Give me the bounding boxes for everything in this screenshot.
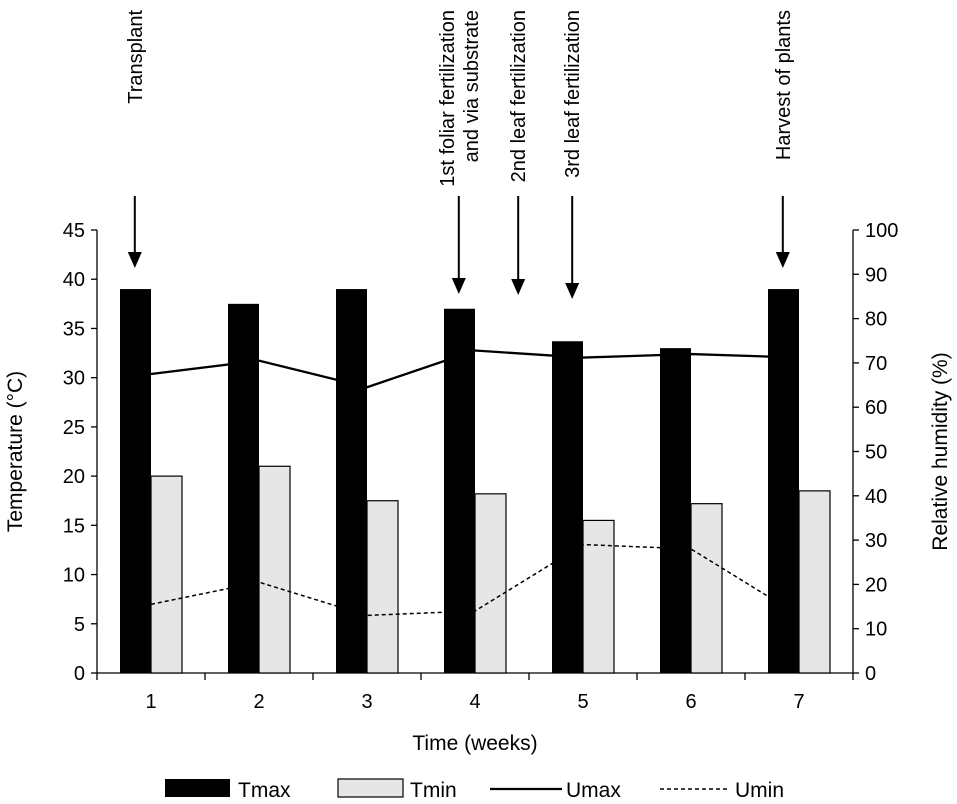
y2-tick-label: 50	[865, 442, 887, 464]
bar-tmax	[552, 341, 583, 673]
legend: Tmax Tmin Umax Umin	[165, 778, 784, 802]
x-tick-label: 2	[253, 691, 264, 713]
annotation-arrow-head	[775, 252, 790, 268]
bar-tmax	[768, 289, 799, 673]
y2-tick-label: 60	[865, 397, 887, 419]
y-tick-label: 30	[63, 368, 85, 390]
x-tick-label: 4	[469, 691, 480, 713]
legend-label-tmax: Tmax	[238, 779, 291, 802]
humidity-lines	[150, 349, 800, 617]
y-tick-label: 35	[63, 318, 85, 340]
annotation-label: 2nd leaf fertilization	[508, 10, 530, 182]
y-tick-label: 40	[63, 269, 85, 291]
line-umax	[150, 349, 800, 389]
y2-tick-label: 10	[865, 619, 887, 641]
x-axis-title: Time (weeks)	[412, 732, 537, 755]
bar-tmax	[336, 289, 367, 673]
y2-tick-label: 100	[865, 220, 898, 242]
annotation-label: 1st foliar fertilization	[437, 10, 459, 187]
annotation-arrow-head	[451, 278, 466, 294]
annotation-label: and via substrate	[461, 10, 483, 162]
bar-tmin	[690, 503, 723, 674]
legend-label-tmin: Tmin	[410, 779, 457, 802]
y-tick-label: 20	[63, 466, 85, 488]
bar-tmin	[366, 500, 399, 674]
legend-label-umin: Umin	[735, 779, 784, 802]
bar-tmax	[228, 303, 259, 673]
legend-swatch-tmin	[337, 778, 404, 798]
legend-label-umax: Umax	[566, 779, 621, 802]
bars-tmax	[120, 289, 799, 673]
x-tick-label: 5	[577, 691, 588, 713]
y2-axis-title: Relative humidity (%)	[929, 352, 952, 550]
y2-tick-label: 80	[865, 309, 887, 331]
bar-tmin	[582, 519, 615, 674]
bar-tmin	[150, 475, 183, 674]
bar-tmax	[660, 348, 691, 673]
bar-tmin	[798, 490, 831, 674]
y-tick-label: 15	[63, 515, 85, 537]
y2-tick-label: 70	[865, 353, 887, 375]
y-tick-label: 10	[63, 565, 85, 587]
y-tick-label: 25	[63, 417, 85, 439]
x-tick-label: 3	[361, 691, 372, 713]
x-tick-label: 1	[145, 691, 156, 713]
y2-tick-label: 0	[865, 663, 876, 685]
bar-tmin	[258, 465, 291, 674]
x-tick-label: 7	[793, 691, 804, 713]
legend-swatch-tmax	[165, 779, 230, 797]
annotations: Transplant 1st foliar fertilization and vi…	[125, 10, 795, 299]
annotation-label: 3rd leaf fertilization	[562, 10, 584, 178]
annotation-label: Transplant	[125, 10, 147, 104]
bar-tmin	[474, 493, 507, 674]
line-umin	[150, 543, 800, 617]
annotation-arrow-head	[565, 283, 580, 299]
bars-tmin	[150, 465, 831, 674]
annotation-arrow-head	[127, 252, 142, 268]
y-tick-label: 0	[74, 663, 85, 685]
x-tick-label: 6	[685, 691, 696, 713]
annotation-arrow-head	[511, 279, 526, 295]
bar-tmax	[444, 308, 475, 673]
y-axis-title: Temperature (°C)	[4, 371, 27, 532]
y2-tick-label: 40	[865, 486, 887, 508]
y2-tick-label: 30	[865, 530, 887, 552]
y-tick-label: 5	[74, 614, 85, 636]
y2-tick-label: 90	[865, 264, 887, 286]
axes: 0510152025303540450102030405060708090100…	[4, 220, 952, 755]
annotation-label: Harvest of plants	[773, 10, 795, 160]
y2-tick-label: 20	[865, 574, 887, 596]
bar-tmax	[120, 289, 151, 673]
y-tick-label: 45	[63, 220, 85, 242]
